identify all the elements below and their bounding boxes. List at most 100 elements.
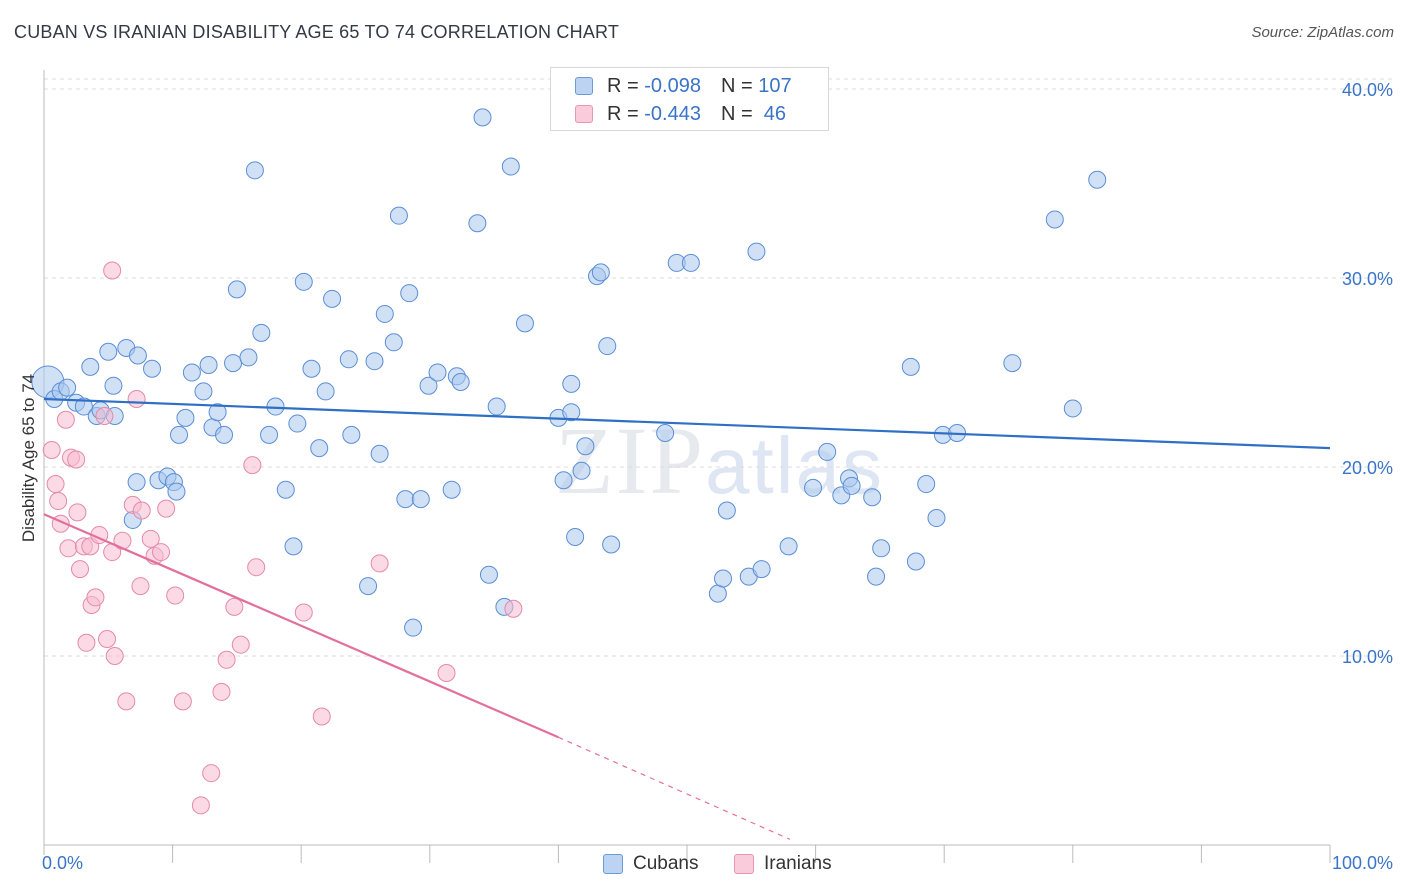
cubans-point-93: [863, 488, 882, 507]
cubans-point-82: [708, 584, 727, 603]
cubans-point-40: [302, 359, 321, 378]
iranians-point-40: [294, 603, 313, 622]
cubans-point-34: [260, 425, 279, 444]
cubans-point-57: [428, 363, 447, 382]
y-tick-label-3: 40.0%: [1342, 80, 1393, 100]
cubans-point-63: [479, 565, 498, 584]
x-tick-label-1: 100.0%: [1332, 853, 1393, 873]
bottom-legend-cubans[interactable]: Cubans: [603, 852, 699, 876]
iranians-n-label: N =: [720, 102, 759, 125]
cubans-point-5: [74, 397, 93, 416]
cubans-point-55: [411, 490, 430, 509]
chart-title: CUBAN VS IRANIAN DISABILITY AGE 65 TO 74…: [14, 22, 620, 42]
cubans-point-52: [396, 490, 415, 509]
legend-row-iranians: R = -0.443 N = 46: [575, 101, 786, 127]
iranians-legend-label: Iranians: [764, 853, 832, 874]
cubans-point-41: [310, 439, 329, 458]
series-iranians-points: [42, 261, 523, 815]
cubans-point-75: [591, 263, 610, 282]
cubans-point-76: [598, 337, 617, 356]
iranians-point-0: [42, 441, 61, 460]
iranians-point-44: [504, 599, 523, 618]
cubans-point-85: [752, 560, 771, 579]
cubans-point-51: [389, 206, 408, 225]
iranians-point-23: [127, 389, 146, 408]
cubans-point-43: [323, 289, 342, 308]
cubans-point-10: [99, 342, 118, 361]
cubans-point-81: [717, 501, 736, 520]
iranians-point-45: [103, 261, 122, 280]
iranians-r-label: R =: [607, 102, 645, 125]
iranians-point-8: [68, 503, 87, 522]
cubans-point-73: [576, 437, 595, 456]
iranians-point-24: [131, 577, 150, 596]
bottom-legend-iranians[interactable]: Iranians: [734, 852, 832, 876]
cubans-point-42: [316, 382, 335, 401]
cubans-point-37: [284, 537, 303, 556]
cubans-point-62: [473, 108, 492, 127]
cubans-legend-label: Cubans: [633, 853, 699, 874]
cubans-legend-swatch: [603, 854, 623, 874]
cubans-point-45: [342, 425, 361, 444]
cubans-point-78: [656, 424, 675, 443]
watermark: ZIPatlas: [555, 405, 884, 516]
iranians-point-11: [77, 633, 96, 652]
cubans-r-value: -0.098: [644, 74, 701, 97]
cubans-point-23: [182, 363, 201, 382]
cubans-point-38: [288, 414, 307, 433]
cubans-point-94: [867, 567, 886, 586]
iranians-point-29: [157, 499, 176, 518]
cubans-point-104: [1063, 399, 1082, 418]
watermark-zip: ZIP: [555, 407, 705, 514]
iranians-point-17: [98, 630, 117, 649]
cubans-point-50: [384, 333, 403, 352]
cubans-point-11: [104, 376, 123, 395]
iranians-point-42: [370, 554, 389, 573]
cubans-point-66: [501, 157, 520, 176]
cubans-point-22: [176, 408, 195, 427]
iranians-point-25: [132, 501, 151, 520]
iranians-r-value: -0.443: [644, 102, 701, 125]
iranians-legend-swatch: [734, 854, 754, 874]
cubans-point-54: [404, 618, 423, 637]
iranians-point-30: [166, 586, 185, 605]
cubans-point-31: [239, 348, 258, 367]
iranians-point-36: [225, 597, 244, 616]
cubans-point-61: [468, 214, 487, 233]
iranians-point-33: [202, 764, 221, 783]
cubans-point-64: [487, 397, 506, 416]
cubans-point-3: [58, 378, 77, 397]
iranians-point-1: [46, 475, 65, 494]
iranians-point-41: [312, 707, 331, 726]
cubans-point-27: [208, 403, 227, 422]
y-tick-label-1: 20.0%: [1342, 458, 1393, 478]
cubans-point-99: [927, 509, 946, 528]
iranians-point-43: [437, 664, 456, 683]
iranians-point-14: [86, 588, 105, 607]
cubans-point-89: [818, 442, 837, 461]
cubans-point-47: [365, 352, 384, 371]
iranians-point-9: [71, 560, 90, 579]
iranians-n-value: 46: [758, 102, 787, 125]
iranians-point-28: [152, 543, 171, 562]
source-credit: Source: ZipAtlas.com: [1251, 24, 1394, 41]
cubans-n-value: 107: [758, 74, 792, 97]
series-cubans-points: [31, 108, 1107, 637]
cubans-point-21: [170, 425, 189, 444]
cubans-point-102: [1003, 354, 1022, 373]
cubans-point-44: [339, 350, 358, 369]
cubans-point-88: [804, 478, 823, 497]
cubans-point-70: [562, 374, 581, 393]
y-tick-label-0: 10.0%: [1342, 647, 1393, 667]
cubans-point-48: [370, 444, 389, 463]
iranians-point-19: [105, 647, 124, 666]
watermark-atlas: atlas: [705, 421, 884, 510]
iranians-swatch: [575, 105, 593, 123]
cubans-point-49: [375, 304, 394, 323]
iranians-trend-extension: [558, 736, 791, 840]
cubans-point-71: [566, 527, 585, 546]
cubans-point-30: [227, 280, 246, 299]
stats-legend: R = -0.098 N = 107 R = -0.443 N = 46: [550, 67, 829, 131]
cubans-point-60: [451, 372, 470, 391]
